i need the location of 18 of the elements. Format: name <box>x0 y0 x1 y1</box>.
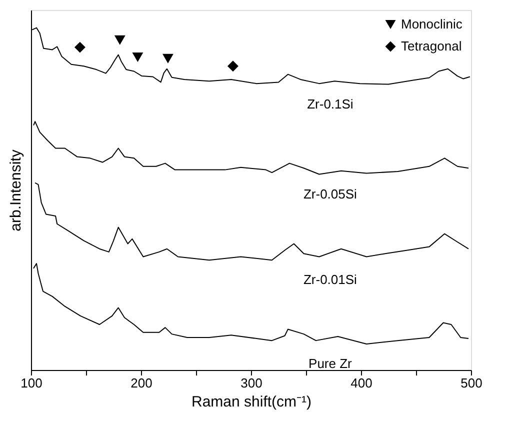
x-tick-label: 100 <box>20 376 42 390</box>
x-tick-label: 300 <box>240 376 262 390</box>
x-axis-title: Raman shift(cm⁻¹) <box>191 394 312 410</box>
series-label: Zr-0.05Si <box>303 186 358 202</box>
point <box>162 54 174 64</box>
series-label: Zr-0.01Si <box>303 272 358 288</box>
x-tick-label: 500 <box>460 376 482 390</box>
point <box>74 42 86 53</box>
point <box>227 60 238 72</box>
x-tick-label: 200 <box>130 376 152 390</box>
y-axis-title: arb.Intensity <box>8 149 24 232</box>
point <box>114 35 126 45</box>
legend-label: Monoclinic <box>401 16 463 32</box>
point <box>132 52 144 62</box>
series-label: Pure Zr <box>308 356 353 371</box>
x-tick-label: 400 <box>350 376 372 390</box>
legend-label: Tetragonal <box>401 38 462 54</box>
series-label: Zr-0.1Si <box>307 96 354 112</box>
